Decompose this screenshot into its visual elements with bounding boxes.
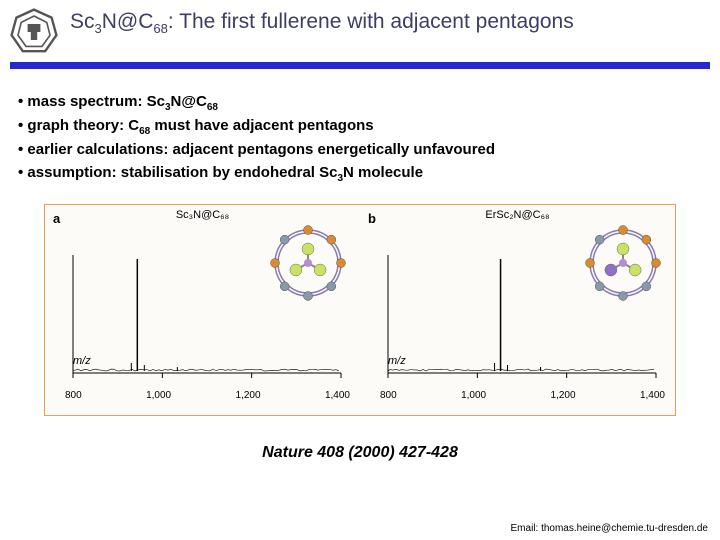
panel-title: ErSc₂N@C₆₈ bbox=[485, 209, 549, 221]
panel-a: a Sc₃N@C₆₈ m/z 800 1,000 1,200 1,400 bbox=[45, 205, 360, 415]
bullet-item: • mass spectrum: Sc3N@C68 bbox=[18, 91, 702, 115]
bullet-item: • graph theory: C68 must have adjacent p… bbox=[18, 115, 702, 139]
fullerene-inset-a bbox=[268, 223, 348, 303]
divider-bar bbox=[10, 62, 710, 69]
slide-title: Sc3N@C68: The first fullerene with adjac… bbox=[70, 8, 574, 38]
mass-spectrum-figure: a Sc₃N@C₆₈ m/z 800 1,000 1,200 1,400 b E… bbox=[44, 204, 676, 416]
panel-title: Sc₃N@C₆₈ bbox=[176, 209, 229, 221]
email-footer: Email: thomas.heine@chemie.tu-dresden.de bbox=[511, 523, 708, 534]
bullet-item: • assumption: stabilisation by endohedra… bbox=[18, 162, 702, 186]
citation: Nature 408 (2000) 427-428 bbox=[0, 444, 720, 462]
x-ticks: 800 1,000 1,200 1,400 bbox=[380, 390, 665, 401]
panel-label: a bbox=[53, 211, 60, 226]
panel-label: b bbox=[368, 211, 376, 226]
mz-axis-label: m/z bbox=[388, 355, 406, 367]
bullet-list: • mass spectrum: Sc3N@C68 • graph theory… bbox=[18, 91, 702, 186]
panel-b: b ErSc₂N@C₆₈ m/z 800 1,000 1,200 1,400 bbox=[360, 205, 675, 415]
bullet-item: • earlier calculations: adjacent pentago… bbox=[18, 139, 702, 162]
mz-axis-label: m/z bbox=[73, 355, 91, 367]
fullerene-inset-b bbox=[583, 223, 663, 303]
institution-logo-icon bbox=[10, 8, 58, 56]
slide-header: Sc3N@C68: The first fullerene with adjac… bbox=[0, 0, 720, 60]
x-ticks: 800 1,000 1,200 1,400 bbox=[65, 390, 350, 401]
